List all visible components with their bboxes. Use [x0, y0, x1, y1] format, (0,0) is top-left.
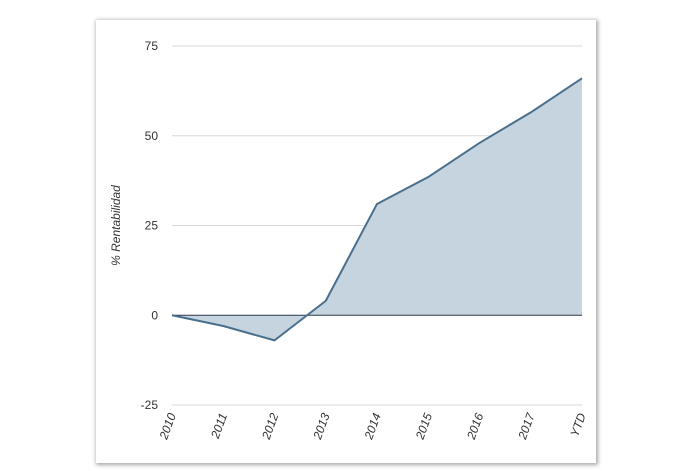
x-tick-label: YTD: [567, 411, 588, 439]
chart-card: -25 0 25 50 75 2010 2011 2012 2013 2014 2015 2016 20…: [96, 20, 596, 463]
x-tick-label: 2014: [361, 411, 384, 442]
data-point[interactable]: [374, 201, 380, 207]
data-point[interactable]: [579, 75, 585, 81]
x-tick-label: 2012: [259, 411, 282, 442]
data-point[interactable]: [169, 312, 175, 318]
data-point[interactable]: [220, 323, 226, 329]
x-tick-label: 2011: [208, 411, 230, 441]
x-tick-label: 2010: [156, 411, 179, 442]
data-point[interactable]: [528, 109, 534, 115]
y-tick-label: 0: [151, 308, 158, 322]
y-tick-label: 50: [145, 129, 159, 143]
y-tick-label: 25: [145, 219, 159, 233]
y-tick-label: -25: [141, 398, 159, 412]
x-tick-label: 2015: [412, 411, 435, 442]
data-point[interactable]: [272, 337, 278, 343]
x-tick-label: 2016: [464, 411, 487, 442]
data-point[interactable]: [477, 140, 483, 146]
y-tick-label: 75: [145, 39, 159, 53]
data-point[interactable]: [323, 298, 329, 304]
area-chart: -25 0 25 50 75 2010 2011 2012 2013 2014 2015 2016 20…: [109, 39, 589, 442]
x-tick-label: 2013: [310, 411, 333, 442]
y-axis-title: % Rentabilidad: [109, 185, 123, 266]
x-tick-label: 2017: [515, 410, 538, 442]
data-point[interactable]: [425, 174, 431, 180]
series-line: [171, 77, 583, 342]
